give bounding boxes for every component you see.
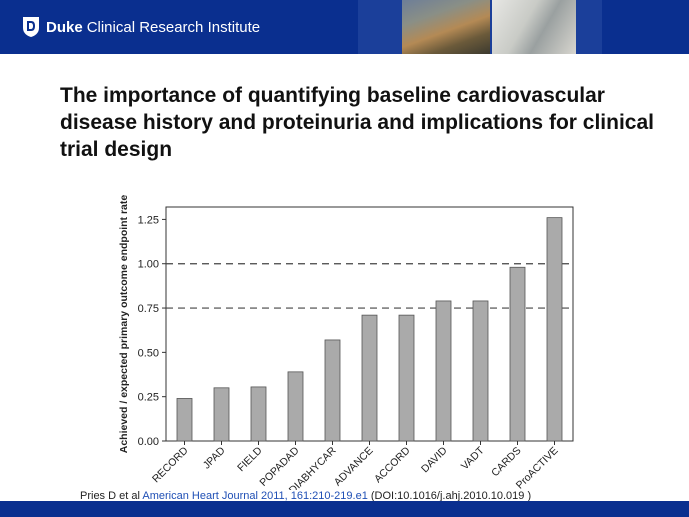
citation-authors: Pries D et al [80, 490, 140, 502]
bar [324, 339, 341, 442]
x-tick-label: VADT [459, 444, 487, 472]
y-axis-label: Achieved / expected primary outcome endp… [118, 195, 130, 454]
photo-divider [490, 0, 492, 54]
citation-journal-link[interactable]: American Heart Journal 2011, 161:210-219… [142, 490, 368, 502]
y-tick-label: 1.25 [138, 214, 159, 226]
bar [213, 387, 230, 442]
y-tick-label: 0.25 [138, 392, 159, 404]
y-tick-label: 1.00 [138, 259, 159, 271]
x-tick-label: RECORD [150, 444, 191, 485]
bar-chart: 0.00 0.25 0.50 0.75 1.00 1.25 RECORD JPAD FIELD P… [110, 190, 580, 496]
bar [472, 300, 489, 442]
bar [398, 314, 415, 442]
x-tick-label: CARDS [489, 445, 523, 479]
building-photo [402, 0, 490, 54]
y-tick-label: 0.75 [138, 303, 159, 315]
duke-logo[interactable]: Duke Clinical Research Institute [22, 14, 260, 40]
citation: Pries D et al American Heart Journal 201… [80, 490, 531, 502]
x-tick-label: DAVID [419, 444, 450, 475]
bar [361, 314, 378, 442]
institute-name: Clinical Research Institute [86, 18, 261, 36]
bar [435, 300, 452, 442]
tablet-photo [492, 0, 576, 54]
footer-bar [0, 501, 689, 517]
x-tick-label: JPAD [201, 444, 228, 471]
bar [546, 217, 563, 442]
x-tick-label: ACCORD [372, 444, 413, 485]
x-tick-label: ADVANCE [332, 445, 376, 489]
slide-title: The importance of quantifying baseline c… [60, 84, 654, 161]
y-tick-label: 0.00 [138, 436, 159, 448]
bar [287, 371, 304, 442]
y-tick-label: 0.50 [138, 347, 159, 359]
bar [250, 386, 267, 442]
photo-frame-right [576, 0, 602, 54]
header-bar: Duke Clinical Research Institute [0, 0, 689, 54]
bar [509, 266, 526, 442]
x-tick-label: FIELD [235, 444, 265, 474]
bar [176, 398, 193, 442]
brand-name: Duke [46, 18, 83, 36]
photo-frame-left [358, 0, 402, 54]
citation-doi: (DOI:10.1016/j.ahj.2010.10.019 ) [370, 490, 532, 502]
duke-shield-icon [23, 17, 39, 37]
